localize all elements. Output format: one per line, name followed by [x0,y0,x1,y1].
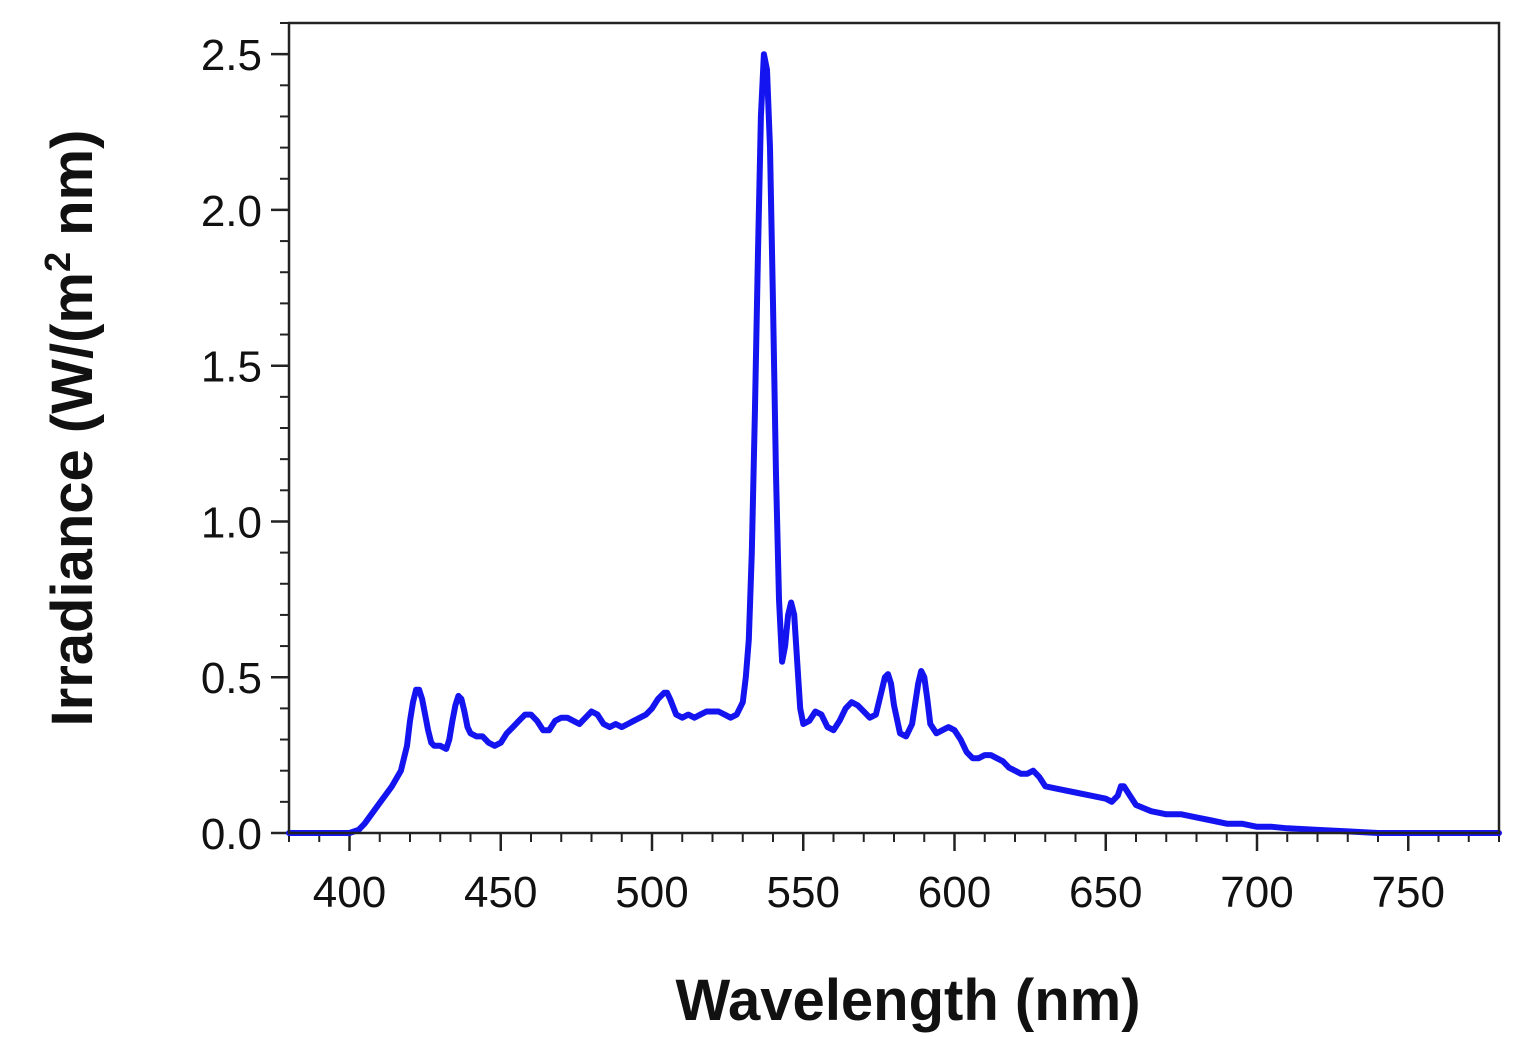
y-axis-title-superscript: 2 [37,252,78,272]
x-tick-label: 500 [615,868,688,917]
x-tick-label: 400 [313,868,386,917]
y-tick-labels: 0.0 0.5 1.0 1.5 2.0 2.5 [201,31,262,859]
y-tick-label: 2.0 [201,187,262,236]
y-tick-label: 2.5 [201,31,262,80]
series-line-irradiance [286,51,1502,836]
x-tick-label: 750 [1372,868,1445,917]
y-tick-label: 1.5 [201,343,262,392]
y-tick-label: 1.0 [201,498,262,547]
y-axis-title: Irradiance (W/(m2 nm) [37,130,105,727]
x-tick-label: 450 [464,868,537,917]
y-axis-title-suffix: nm) [40,130,105,252]
x-tick-label: 650 [1069,868,1142,917]
plot-frame [287,21,1501,835]
x-axis-title: Wavelength (nm) [675,968,1140,1033]
x-tick-label: 700 [1220,868,1293,917]
y-axis-title-prefix: Irradiance (W/(m [40,272,105,726]
x-tick-label: 600 [918,868,991,917]
x-tick-label: 550 [767,868,840,917]
x-tick-labels: 400 450 500 550 600 650 700 750 [313,868,1445,917]
y-tick-label: 0.5 [201,654,262,703]
y-tick-label: 0.0 [201,810,262,859]
